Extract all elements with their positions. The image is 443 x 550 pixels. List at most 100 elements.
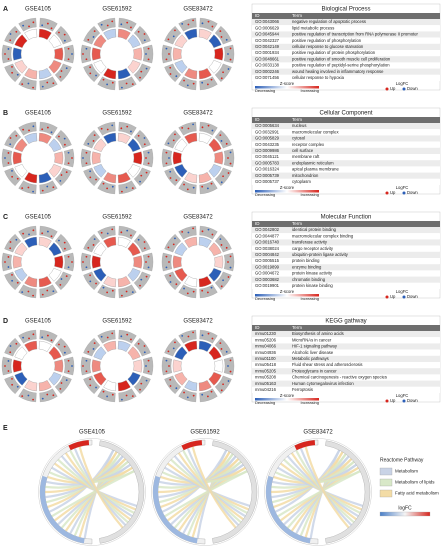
outer-segment [133,25,151,45]
gene-dot [175,283,178,286]
gene-dot [32,294,34,297]
gene-dot [211,233,214,236]
gene-dot [82,365,84,367]
table-cell-term: protein kinase binding [292,283,333,288]
inner-segment [184,276,198,288]
gene-dot [229,58,232,61]
table-row-bg [252,276,440,283]
gene-dot [41,128,44,131]
gene-dot [111,228,114,231]
gene-dot [92,140,95,142]
inner-segment [103,28,117,40]
gene-dot [41,397,44,400]
gene-dot [7,266,10,268]
table-cell-id: GO:0045121 [255,154,280,159]
outer-segment [63,356,75,376]
inner-segment [24,276,38,288]
gene-dot [63,241,66,244]
legend-zscore: Z-score [280,289,295,294]
table-header: ID [255,221,260,226]
outer-segment [178,17,197,32]
inner-segment [93,242,107,256]
gene-dot [229,151,232,154]
inner-segment [198,276,212,288]
gene-dot [172,35,175,38]
inner-segment [14,346,28,360]
outer-segment [164,375,182,395]
table-row-bg [252,62,440,69]
inner-segment [91,47,101,61]
gene-dot [145,67,148,70]
legend-up-dot [385,191,389,195]
table-cell-term: protein kinase activity [292,271,333,276]
gene-dot [60,174,63,176]
gene-dot [227,157,229,159]
gene-dot [206,83,209,86]
outer-segment [178,388,197,403]
gene-dot [93,134,96,136]
table-cell-term: membrane raft [292,154,320,159]
table-cell-term: protein binding [292,258,320,263]
table-cell-id: GO:0004672 [255,271,280,276]
outer-segment [199,284,218,299]
inner-segment [48,268,62,282]
table-cell-id: mmu05206 [255,337,277,342]
gene-dot [7,152,10,154]
gene-dot [28,129,30,132]
gene-dot [120,231,123,234]
inner-segment [103,340,117,352]
gene-dot [89,170,92,173]
inner-segment [133,359,143,373]
gene-dot [140,174,143,177]
table-row-bg [252,123,440,130]
inner-segment [117,132,131,144]
outer-segment [83,271,101,291]
outer-segment [178,329,197,344]
outer-segment [97,180,116,195]
gene-dot [220,140,223,142]
gene-dot [106,232,109,235]
inner-segment [38,380,52,392]
outer-segment [39,17,58,32]
outer-segment [161,44,173,64]
inner-segment [91,359,101,373]
gene-dot [145,53,147,55]
gene-dot [183,183,185,186]
gene-dot [50,27,53,30]
outer-segment [223,252,235,272]
inner-segment [133,255,143,269]
inner-segment [214,151,224,165]
inner-segment [93,372,107,386]
inner-segment [24,132,38,144]
table-cell-id: GO:0019899 [255,264,280,269]
gene-dot [9,143,12,146]
gene-dot [131,395,134,398]
dataset-title: GSE83472 [183,215,213,221]
gene-dot [52,186,55,189]
gene-dot [52,290,55,293]
inner-segment [117,68,131,80]
outer-segment [97,329,116,344]
inner-segment [14,372,28,386]
chord [304,446,350,529]
outer-segment [164,63,182,83]
inner-segment [174,268,188,282]
gene-dot [92,244,95,246]
table-row-bg [252,129,440,136]
gene-dot [140,278,143,281]
table-row-bg [252,154,440,161]
gene-dot [89,274,92,277]
gene-dot [145,379,148,382]
gene-dot [137,30,140,33]
gene-dot [181,230,184,233]
pathway-ring [212,440,258,544]
gene-dot [121,86,123,89]
legend-decreasing: Decreasing [255,192,275,197]
pathway-swatch [379,489,393,498]
gene-dot [16,385,19,388]
gene-dot [210,390,213,393]
inner-segment [127,268,141,282]
gene-dot [165,162,168,165]
inner-segment [172,47,182,61]
gene-dot [207,228,210,231]
